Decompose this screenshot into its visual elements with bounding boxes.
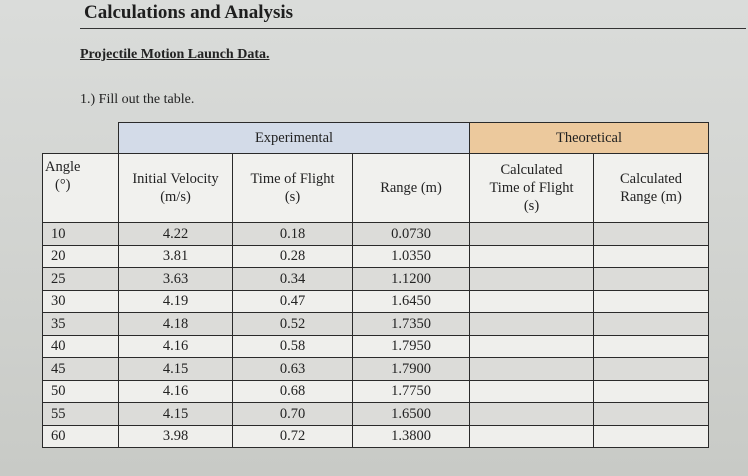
time-header-line1: Time of Flight [250, 170, 335, 187]
calc-time-cell [469, 357, 594, 381]
angle-cell: 35 [42, 312, 119, 336]
table-row: 45 4.15 0.63 1.7900 [42, 357, 709, 381]
section-subtitle: Projectile Motion Launch Data. [80, 47, 270, 62]
angle-cell: 40 [42, 334, 119, 358]
velocity-cell: 4.15 [118, 402, 233, 426]
angle-cell: 30 [42, 289, 119, 313]
angle-cell: 60 [42, 424, 119, 448]
velocity-header-line2: (m/s) [160, 189, 191, 205]
velocity-cell: 4.16 [118, 379, 233, 403]
launch-data-table: Experimental Theoretical Angle (°) Initi… [42, 122, 709, 448]
time-header-line2: (s) [284, 189, 301, 205]
column-header-angle: Angle (°) [42, 153, 119, 223]
range-cell: 1.7950 [352, 334, 470, 358]
table-row: 55 4.15 0.70 1.6500 [42, 402, 709, 426]
time-cell: 0.58 [232, 334, 353, 358]
column-header-range: Range (m) [352, 153, 470, 223]
angle-header-line2: (°) [55, 177, 71, 194]
calc-time-cell [469, 424, 594, 448]
calc-range-cell [593, 267, 709, 291]
velocity-cell: 3.81 [118, 244, 233, 268]
calc-range-cell [593, 334, 709, 358]
table-row: 30 4.19 0.47 1.6450 [42, 289, 709, 313]
angle-cell: 25 [42, 267, 119, 291]
experimental-group-header: Experimental [118, 122, 470, 154]
table-row: 25 3.63 0.34 1.1200 [42, 267, 709, 291]
range-cell: 1.7750 [352, 379, 470, 403]
velocity-cell: 4.16 [118, 334, 233, 358]
time-cell: 0.28 [232, 244, 353, 268]
time-cell: 0.63 [232, 357, 353, 381]
calc-range-cell [593, 222, 709, 246]
range-cell: 1.7900 [352, 357, 470, 381]
angle-header-line1: Angle [45, 159, 81, 175]
calc-time-cell [469, 312, 594, 336]
calc-time-header-line3: (s) [523, 198, 540, 215]
time-cell: 0.52 [232, 312, 353, 336]
velocity-cell: 3.98 [118, 424, 233, 448]
calc-range-cell [593, 379, 709, 403]
table-row: 60 3.98 0.72 1.3800 [42, 424, 709, 448]
time-cell: 0.70 [232, 402, 353, 426]
calc-time-cell [469, 289, 594, 313]
range-cell: 1.1200 [352, 267, 470, 291]
range-cell: 1.6450 [352, 289, 470, 313]
calc-range-cell [593, 244, 709, 268]
calc-range-cell [593, 312, 709, 336]
calc-time-cell [469, 244, 594, 268]
angle-cell: 50 [42, 379, 119, 403]
calc-time-cell [469, 222, 594, 246]
time-cell: 0.47 [232, 289, 353, 313]
velocity-cell: 4.22 [118, 222, 233, 246]
calc-time-cell [469, 402, 594, 426]
calc-range-cell [593, 289, 709, 313]
section-title: Calculations and Analysis [84, 2, 294, 23]
calc-time-header-line2: Time of Flight [489, 179, 574, 196]
column-header-calc-range: Calculated Range (m) [593, 153, 709, 223]
table-row: 35 4.18 0.52 1.7350 [42, 312, 709, 336]
table-row: 40 4.16 0.58 1.7950 [42, 334, 709, 358]
velocity-cell: 4.18 [118, 312, 233, 336]
time-cell: 0.68 [232, 379, 353, 403]
calc-range-cell [593, 402, 709, 426]
theoretical-group-header: Theoretical [469, 122, 709, 154]
title-divider [80, 28, 746, 29]
velocity-cell: 4.19 [118, 289, 233, 313]
angle-cell: 20 [42, 244, 119, 268]
calc-time-cell [469, 334, 594, 358]
calc-range-header-line1: Calculated [619, 170, 682, 187]
velocity-header-line1: Initial Velocity [132, 170, 219, 187]
range-cell: 0.0730 [352, 222, 470, 246]
table-row: 50 4.16 0.68 1.7750 [42, 379, 709, 403]
header-corner [43, 123, 119, 154]
column-header-calc-time: Calculated Time of Flight (s) [469, 153, 594, 223]
calc-range-cell [593, 357, 709, 381]
range-cell: 1.3800 [352, 424, 470, 448]
table-row: 20 3.81 0.28 1.0350 [42, 244, 709, 268]
calc-time-cell [469, 379, 594, 403]
range-cell: 1.7350 [352, 312, 470, 336]
calc-range-cell [593, 424, 709, 448]
column-header-velocity: Initial Velocity (m/s) [118, 153, 233, 223]
angle-cell: 45 [42, 357, 119, 381]
time-cell: 0.72 [232, 424, 353, 448]
time-cell: 0.34 [232, 267, 353, 291]
column-header-time: Time of Flight (s) [232, 153, 353, 223]
calc-time-cell [469, 267, 594, 291]
range-cell: 1.0350 [352, 244, 470, 268]
calc-time-header-line1: Calculated [500, 161, 563, 178]
range-cell: 1.6500 [352, 402, 470, 426]
table-row: 10 4.22 0.18 0.0730 [42, 222, 709, 246]
calc-range-header-line2: Range (m) [620, 189, 682, 205]
time-cell: 0.18 [232, 222, 353, 246]
angle-cell: 10 [42, 222, 119, 246]
velocity-cell: 4.15 [118, 357, 233, 381]
instruction-text: 1.) Fill out the table. [80, 92, 195, 107]
range-header-line1: Range (m) [380, 179, 442, 196]
velocity-cell: 3.63 [118, 267, 233, 291]
angle-cell: 55 [42, 402, 119, 426]
